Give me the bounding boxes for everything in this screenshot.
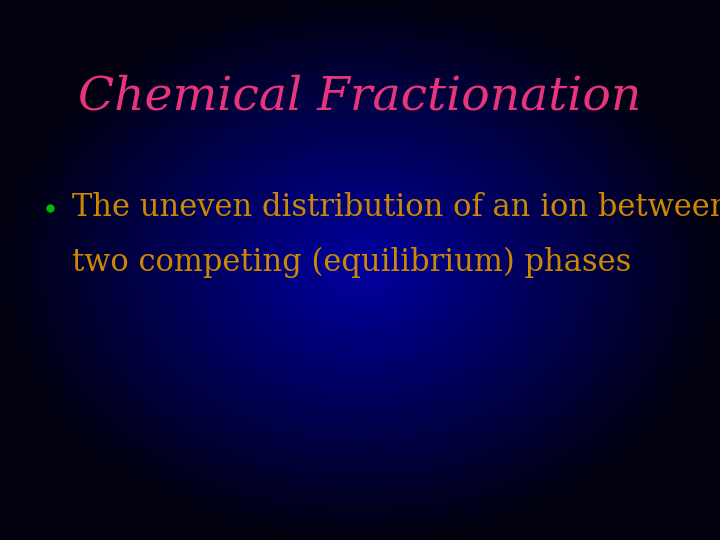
Text: Chemical Fractionation: Chemical Fractionation bbox=[78, 75, 642, 120]
Text: The uneven distribution of an ion between: The uneven distribution of an ion betwee… bbox=[72, 192, 720, 224]
Text: two competing (equilibrium) phases: two competing (equilibrium) phases bbox=[72, 246, 631, 278]
